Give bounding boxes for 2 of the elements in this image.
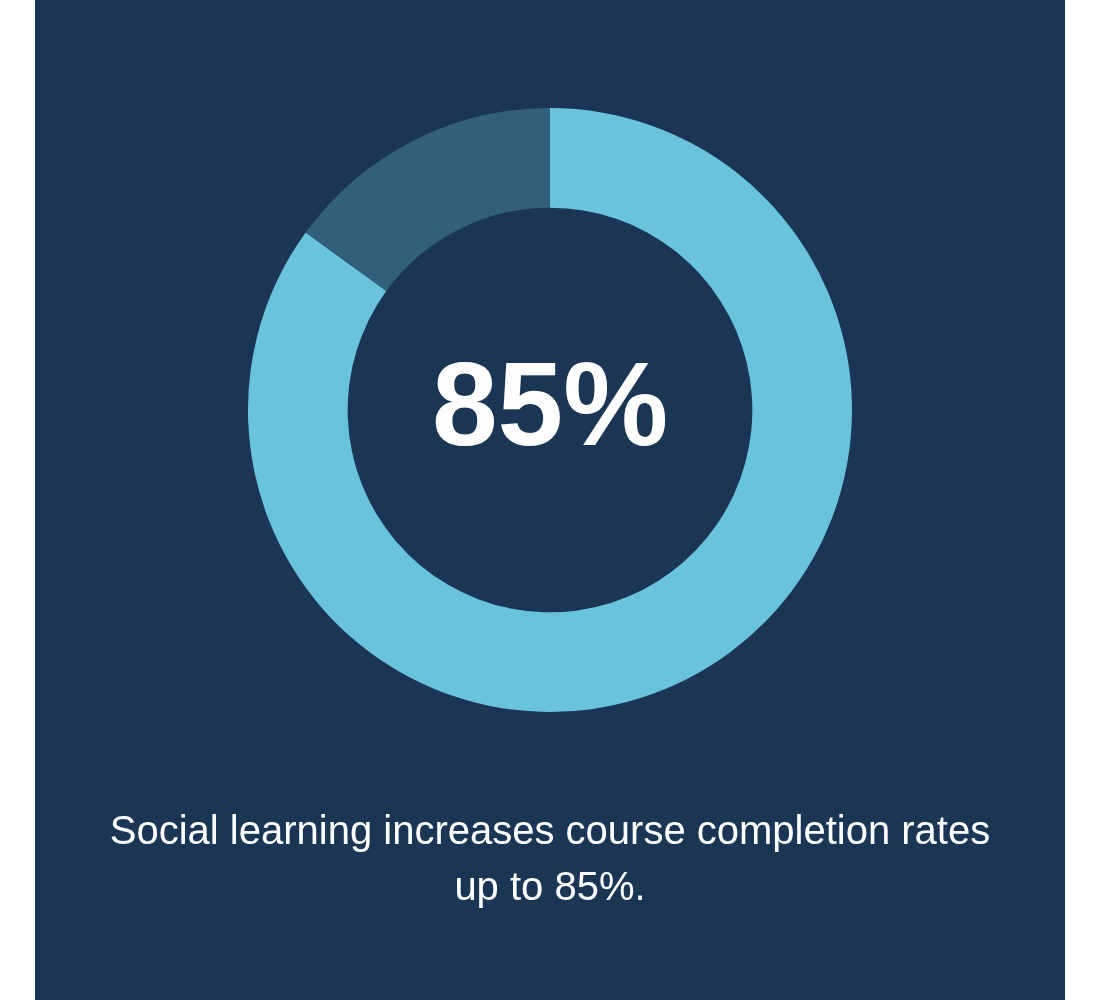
data-label: 85% [431, 337, 669, 470]
text: Social learning increases course completion rates up to 85%. [108, 807, 992, 910]
